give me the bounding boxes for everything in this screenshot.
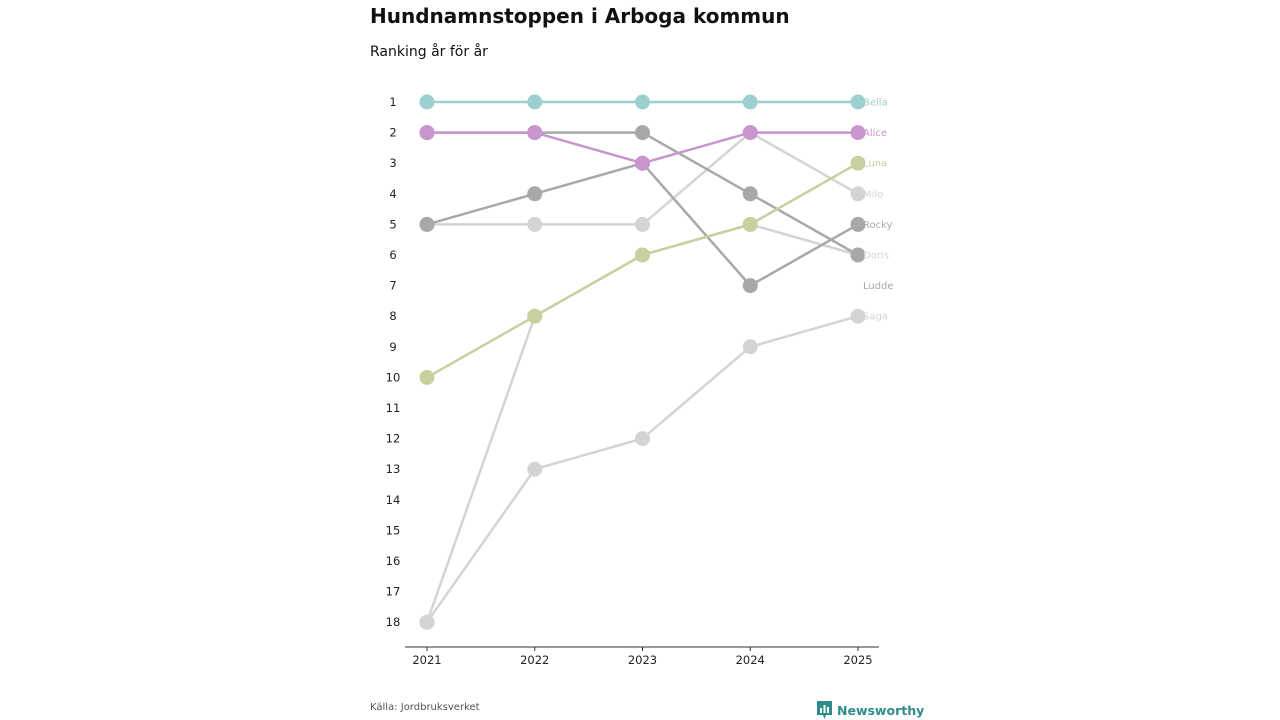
series-line-luna (425, 161, 860, 379)
x-tick-label: 2022 (520, 653, 549, 667)
series-label-alice: Alice (863, 128, 887, 139)
data-point-luna (419, 369, 435, 385)
data-point-bella (527, 94, 543, 110)
data-point-alice (635, 155, 650, 171)
y-tick-label: 17 (386, 585, 401, 599)
data-point-ludde (850, 247, 866, 263)
y-tick-label: 10 (386, 370, 401, 384)
series-line-milo (425, 131, 860, 226)
data-point-milo (527, 216, 543, 232)
data-point-alice (850, 125, 866, 141)
chart-subtitle: Ranking år för år (370, 44, 488, 60)
series-line-doris (425, 223, 860, 624)
y-tick-label: 3 (389, 156, 396, 170)
data-point-rocky (742, 278, 758, 294)
y-tick-label: 1 (389, 95, 396, 109)
series-label-bella: Bella (863, 98, 888, 109)
data-point-luna (527, 308, 543, 324)
data-point-saga (635, 431, 650, 447)
y-tick-label: 13 (386, 462, 401, 476)
data-point-milo (850, 186, 866, 202)
brand-logo: Newsworthy (817, 700, 924, 720)
series-label-saga: Saga (863, 312, 888, 323)
x-tick-label: 2025 (843, 653, 872, 667)
x-tick-label: 2021 (412, 653, 441, 667)
series-line-saga (425, 314, 860, 624)
y-tick-label: 7 (389, 279, 396, 293)
data-point-doris (419, 614, 435, 630)
series-label-rocky: Rocky (863, 220, 893, 231)
y-tick-label: 16 (386, 554, 401, 568)
x-tick-label: 2023 (628, 653, 657, 667)
data-point-bella (742, 94, 758, 110)
data-point-saga (527, 461, 543, 477)
data-point-ludde (635, 125, 650, 141)
newsworthy-logo-icon (817, 701, 832, 719)
series-label-luna: Luna (863, 159, 887, 170)
data-point-saga (850, 308, 866, 324)
data-point-luna (850, 155, 866, 171)
chart-title: Hundnamnstoppen i Arboga kommun (370, 4, 790, 28)
y-tick-label: 2 (389, 126, 396, 140)
data-point-luna (635, 247, 650, 263)
y-tick-label: 14 (386, 493, 401, 507)
data-point-bella (850, 94, 866, 110)
data-point-luna (742, 216, 758, 232)
series-label-ludde: Ludde (863, 281, 894, 292)
source-note: Källa: Jordbruksverket (370, 702, 480, 713)
y-tick-label: 9 (389, 340, 396, 354)
data-point-bella (635, 94, 650, 110)
y-tick-label: 6 (389, 248, 396, 262)
data-point-alice (527, 125, 543, 141)
brand-name: Newsworthy (837, 702, 925, 718)
y-tick-label: 18 (386, 615, 401, 629)
data-point-alice (742, 125, 758, 141)
data-point-rocky (850, 216, 866, 232)
y-tick-label: 4 (389, 187, 396, 201)
data-point-saga (742, 339, 758, 355)
data-point-rocky (527, 186, 543, 202)
y-tick-label: 15 (386, 523, 401, 537)
series-label-doris: Doris (863, 251, 889, 262)
data-point-alice (419, 125, 435, 141)
y-tick-label: 12 (386, 432, 401, 446)
data-point-milo (635, 216, 650, 232)
x-tick-label: 2024 (736, 653, 765, 667)
data-point-bella (419, 94, 435, 110)
y-tick-label: 11 (386, 401, 401, 415)
data-point-ludde (742, 186, 758, 202)
y-tick-label: 8 (389, 309, 396, 323)
y-tick-label: 5 (389, 217, 396, 231)
data-point-rocky (419, 216, 435, 232)
series-label-milo: Milo (863, 189, 883, 200)
